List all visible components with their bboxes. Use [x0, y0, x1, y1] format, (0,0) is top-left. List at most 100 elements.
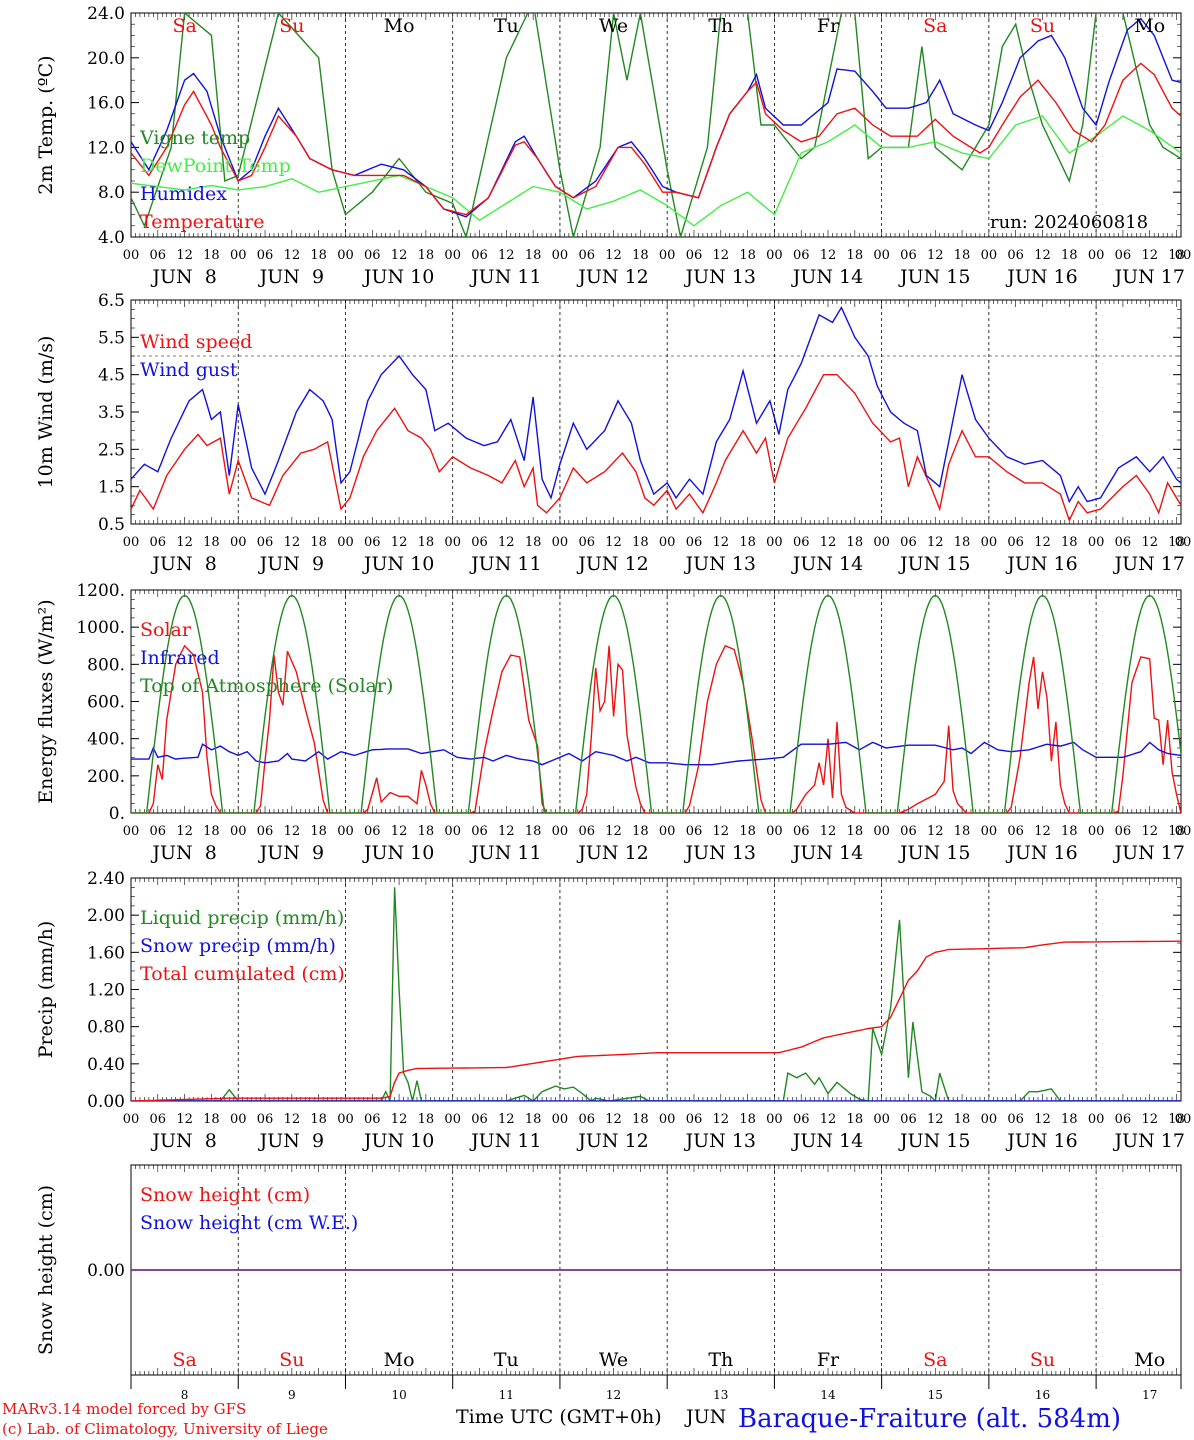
y-axis-label: 2m Temp. (ºC) [35, 55, 57, 194]
y-tick-label: 16.0 [87, 94, 125, 114]
hour-tick-label: 18 [203, 248, 220, 263]
day-label: JUN 11 [469, 842, 541, 864]
hour-tick-label: 12 [391, 535, 408, 550]
hour-tick-label: 18 [632, 535, 649, 550]
hour-tick-label: 18 [310, 824, 327, 839]
series-line-dewpoint-temp [131, 115, 1181, 227]
hour-tick-label: 06 [900, 1112, 917, 1127]
hour-tick-label: 12 [605, 248, 622, 263]
hour-tick-label: 00 [444, 1112, 461, 1127]
y-axis-label: 10m Wind (m/s) [35, 336, 57, 489]
weekday-label: Th [708, 1349, 733, 1371]
hour-tick-label: 06 [686, 535, 703, 550]
chart-layer: 4.0 8.0 12.0 16.0 20.0 24.0 2m Temp. (ºC) Vigne… [35, 4, 1191, 1402]
hour-tick-label: 06 [900, 824, 917, 839]
y-tick-label: 200. [87, 767, 125, 787]
hour-tick-label: 00 [444, 248, 461, 263]
panel-energy: 0. 200. 400. 600. 800. 1000. 1200. Energy fluxe… [35, 581, 1191, 864]
hour-tick-label: 06 [793, 1112, 810, 1127]
y-tick-label: 24.0 [87, 4, 125, 24]
hour-tick-label: 00 [766, 1112, 783, 1127]
y-tick-label: 0.5 [98, 515, 125, 535]
day-number-label: 8 [181, 1388, 189, 1402]
y-tick-label: 6.5 [98, 291, 125, 311]
day-label: JUN 8 [150, 266, 216, 288]
hour-tick-label: 12 [391, 824, 408, 839]
hour-tick-label: 12 [498, 1112, 515, 1127]
hour-tick-label: 12 [284, 1112, 301, 1127]
x-axis-label: Time UTC (GMT+0h) [456, 1406, 662, 1428]
hour-tick-label: 00 [873, 824, 890, 839]
hour-tick-label: 06 [150, 1112, 167, 1127]
hour-tick-label: 06 [471, 535, 488, 550]
hour-tick-label: 12 [176, 248, 193, 263]
y-tick-label: 0.00 [87, 1261, 125, 1281]
hour-tick-label: 18 [418, 535, 435, 550]
hour-tick-label: 18 [203, 824, 220, 839]
day-label: JUN 13 [684, 1130, 756, 1152]
day-label: JUN 15 [898, 266, 970, 288]
hour-tick-label: 18 [739, 535, 756, 550]
y-tick-label: 600. [87, 693, 125, 713]
hour-tick-label: 06 [471, 824, 488, 839]
hour-tick-label: 12 [1141, 535, 1158, 550]
day-label: JUN 14 [791, 553, 863, 575]
hour-tick-label: 12 [176, 535, 193, 550]
weekday-label: Sa [923, 1349, 947, 1371]
hour-tick-label: 12 [284, 248, 301, 263]
hour-tick-label: 00 [659, 535, 676, 550]
hour-tick-label: 00 [766, 824, 783, 839]
day-label: JUN 9 [258, 266, 324, 288]
day-number-label: 15 [928, 1388, 943, 1402]
day-label: JUN 16 [1005, 553, 1077, 575]
weekday-label: Sa [172, 15, 196, 37]
hour-tick-label: 00 [123, 248, 140, 263]
hour-tick-label: 18 [310, 535, 327, 550]
hour-tick-label: 12 [927, 248, 944, 263]
day-label: JUN 15 [898, 842, 970, 864]
hour-tick-label: 00 [552, 824, 569, 839]
hour-tick-label: 06 [1007, 824, 1024, 839]
hour-tick-label: 06 [364, 535, 381, 550]
hour-tick-label: 12 [498, 824, 515, 839]
hour-tick-label: 00 [123, 1112, 140, 1127]
hour-tick-label: 00 [337, 535, 354, 550]
hour-tick-label: 06 [900, 535, 917, 550]
hour-tick-label: 18 [1061, 1112, 1078, 1127]
month-label: JUN [684, 1406, 726, 1428]
hour-tick-label: 18 [1061, 535, 1078, 550]
weekday-label: Mo [384, 15, 415, 37]
plot-frame [130, 299, 1182, 525]
day-number-label: 13 [713, 1388, 728, 1402]
day-number-label: 9 [288, 1388, 296, 1402]
hour-tick-label: 00 [659, 1112, 676, 1127]
hour-tick-label: 18 [632, 1112, 649, 1127]
hour-tick-label: 06 [364, 1112, 381, 1127]
y-tick-label: 20.0 [87, 49, 125, 69]
day-number-label: 12 [606, 1388, 621, 1402]
hour-tick-label: 00 [337, 248, 354, 263]
hour-tick-label: 06 [1007, 248, 1024, 263]
hour-tick-label: 12 [713, 248, 730, 263]
hour-tick-label: 06 [900, 248, 917, 263]
hour-tick-label: 12 [176, 1112, 193, 1127]
hour-tick-label: 00 [230, 1112, 247, 1127]
weekday-label: Tu [494, 1349, 519, 1371]
hour-tick-label: 06 [1115, 248, 1132, 263]
hour-tick-label: 00 [766, 248, 783, 263]
hour-tick-label: 12 [1034, 535, 1051, 550]
hour-tick-label: 18 [847, 824, 864, 839]
hour-tick-label: 12 [713, 535, 730, 550]
hour-tick-label: 06 [686, 1112, 703, 1127]
hour-tick-label: 18 [632, 824, 649, 839]
day-label: JUN 11 [469, 266, 541, 288]
series-line-solar [131, 644, 1181, 813]
day-label: JUN 15 [898, 553, 970, 575]
day-label: JUN 13 [684, 553, 756, 575]
weekday-label: We [599, 1349, 628, 1371]
y-tick-label: 800. [87, 655, 125, 675]
hour-tick-label: 06 [364, 248, 381, 263]
hour-tick-label: 06 [150, 824, 167, 839]
day-label: JUN 14 [791, 1130, 863, 1152]
y-axis-label: Snow height (cm) [35, 1185, 57, 1355]
